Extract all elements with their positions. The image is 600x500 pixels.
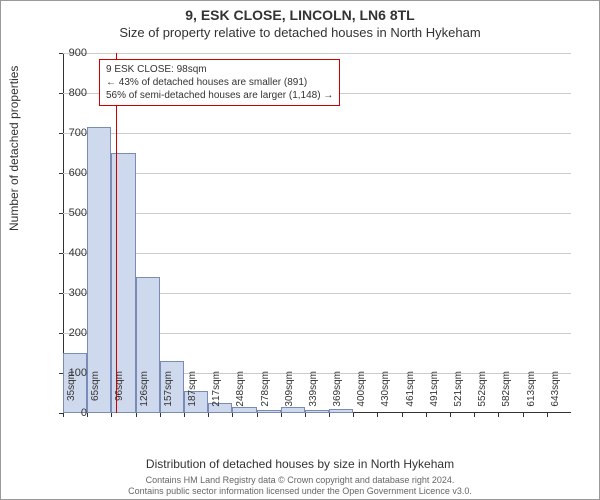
x-tick-mark	[426, 413, 427, 417]
x-tick-mark	[208, 413, 209, 417]
grid-line	[63, 53, 571, 54]
x-tick-mark	[232, 413, 233, 417]
x-tick-mark	[160, 413, 161, 417]
x-tick-mark	[87, 413, 88, 417]
y-tick-label: 200	[57, 327, 87, 339]
x-tick-mark	[474, 413, 475, 417]
x-tick-label: 552sqm	[477, 371, 488, 417]
x-tick-mark	[136, 413, 137, 417]
x-tick-label: 126sqm	[139, 371, 150, 417]
y-tick-label: 900	[57, 47, 87, 59]
y-tick-label: 100	[57, 367, 87, 379]
chart-container: 9, ESK CLOSE, LINCOLN, LN6 8TL Size of p…	[0, 0, 600, 500]
x-tick-mark	[402, 413, 403, 417]
y-tick-label: 300	[57, 287, 87, 299]
annotation-line3: 56% of semi-detached houses are larger (…	[106, 89, 333, 102]
x-tick-label: 339sqm	[308, 371, 319, 417]
x-tick-label: 491sqm	[429, 371, 440, 417]
footer-line2: Contains public sector information licen…	[1, 486, 599, 497]
x-tick-label: 613sqm	[526, 371, 537, 417]
footer-note: Contains HM Land Registry data © Crown c…	[1, 475, 599, 497]
x-tick-label: 65sqm	[90, 371, 101, 417]
footer-line1: Contains HM Land Registry data © Crown c…	[1, 475, 599, 486]
x-tick-mark	[377, 413, 378, 417]
annotation-box: 9 ESK CLOSE: 98sqm← 43% of detached hous…	[99, 59, 340, 106]
x-tick-mark	[450, 413, 451, 417]
property-marker-line	[116, 53, 117, 413]
y-tick-label: 500	[57, 207, 87, 219]
x-tick-label: 248sqm	[235, 371, 246, 417]
x-tick-label: 461sqm	[405, 371, 416, 417]
title-main: 9, ESK CLOSE, LINCOLN, LN6 8TL	[1, 7, 599, 23]
x-tick-label: 309sqm	[284, 371, 295, 417]
x-tick-mark	[257, 413, 258, 417]
x-tick-label: 217sqm	[211, 371, 222, 417]
x-tick-mark	[547, 413, 548, 417]
annotation-line2: ← 43% of detached houses are smaller (89…	[106, 76, 333, 89]
title-sub: Size of property relative to detached ho…	[1, 25, 599, 40]
y-tick-label: 400	[57, 247, 87, 259]
x-tick-mark	[111, 413, 112, 417]
plot-area: 35sqm65sqm96sqm126sqm157sqm187sqm217sqm2…	[63, 53, 571, 413]
x-tick-mark	[523, 413, 524, 417]
grid-line	[63, 173, 571, 174]
x-tick-label: 582sqm	[501, 371, 512, 417]
x-tick-label: 278sqm	[260, 371, 271, 417]
x-tick-mark	[498, 413, 499, 417]
x-tick-label: 521sqm	[453, 371, 464, 417]
grid-line	[63, 213, 571, 214]
x-tick-mark	[184, 413, 185, 417]
grid-line	[63, 133, 571, 134]
grid-line	[63, 253, 571, 254]
x-tick-label: 643sqm	[550, 371, 561, 417]
x-tick-label: 187sqm	[187, 371, 198, 417]
x-tick-label: 400sqm	[356, 371, 367, 417]
x-axis-label: Distribution of detached houses by size …	[1, 457, 599, 471]
x-tick-mark	[329, 413, 330, 417]
y-tick-label: 700	[57, 127, 87, 139]
x-tick-label: 430sqm	[380, 371, 391, 417]
x-tick-mark	[353, 413, 354, 417]
annotation-line1: 9 ESK CLOSE: 98sqm	[106, 63, 333, 76]
x-tick-label: 369sqm	[332, 371, 343, 417]
y-tick-label: 0	[57, 407, 87, 419]
x-tick-mark	[305, 413, 306, 417]
y-tick-label: 600	[57, 167, 87, 179]
x-tick-mark	[281, 413, 282, 417]
y-axis-label: Number of detached properties	[7, 66, 21, 231]
x-tick-label: 157sqm	[163, 371, 174, 417]
y-tick-label: 800	[57, 87, 87, 99]
